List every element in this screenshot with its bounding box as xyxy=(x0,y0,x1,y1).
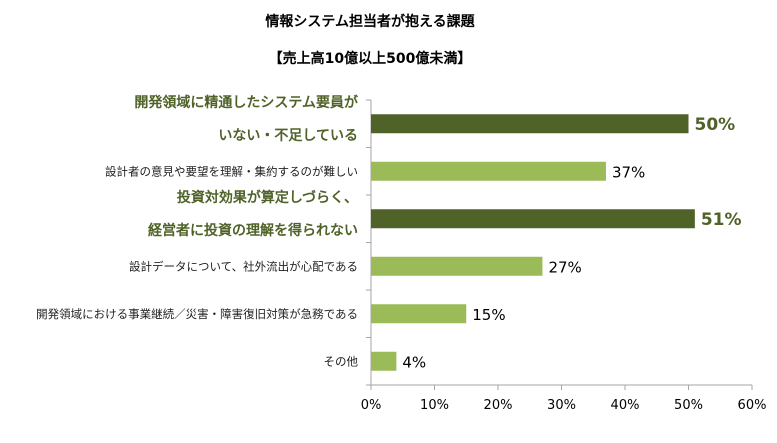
x-tick-label: 40% xyxy=(611,398,640,413)
bar xyxy=(371,209,695,229)
data-label: 27% xyxy=(548,258,581,276)
data-label: 51% xyxy=(701,210,742,230)
category-label: いない・不足している xyxy=(218,128,358,144)
x-tick-label: 60% xyxy=(738,398,767,413)
x-tick-label: 10% xyxy=(420,398,449,413)
data-label: 50% xyxy=(695,115,736,135)
bar xyxy=(371,114,689,134)
x-tick-label: 20% xyxy=(484,398,513,413)
bar xyxy=(371,256,543,276)
category-label: 経営者に投資の理解を得られない xyxy=(148,222,358,239)
category-label: その他 xyxy=(324,354,359,368)
chart-title: 情報システム担当者が抱える課題 xyxy=(265,13,475,30)
category-label: 設計データについて、社外流出が心配である xyxy=(129,259,358,273)
data-label: 37% xyxy=(612,163,645,181)
category-label: 開発領域における事業継続／災害・障害復旧対策が急務である xyxy=(36,307,358,321)
data-label: 4% xyxy=(402,353,426,371)
x-tick-label: 0% xyxy=(361,398,382,413)
bar xyxy=(371,304,467,324)
chart-subtitle: 【売上高10億以上500億未満】 xyxy=(269,50,472,67)
bar xyxy=(371,351,397,371)
x-tick-label: 50% xyxy=(674,398,703,413)
bar xyxy=(371,161,606,181)
category-label: 開発領域に精通したシステム要員が xyxy=(134,94,359,111)
x-tick-label: 30% xyxy=(547,398,576,413)
data-label: 15% xyxy=(472,306,505,324)
category-label: 投資対効果が算定しづらく、 xyxy=(177,189,358,206)
category-label: 設計者の意見や要望を理解・集約するのが難しい xyxy=(105,164,358,178)
